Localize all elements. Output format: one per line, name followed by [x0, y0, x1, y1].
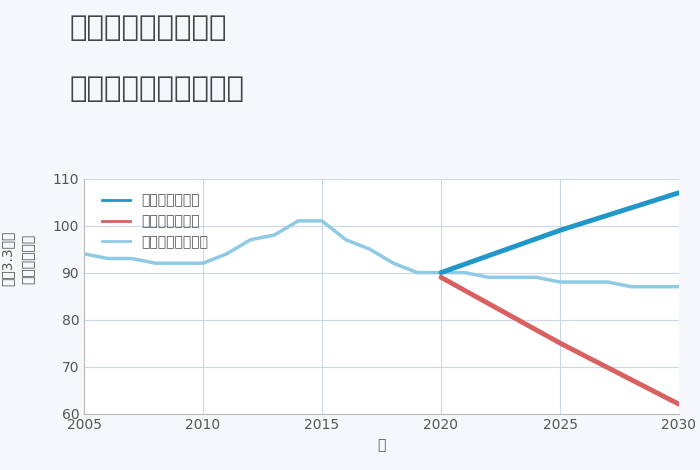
Text: 坪（3.3㎡）: 坪（3.3㎡） — [0, 231, 14, 286]
X-axis label: 年: 年 — [377, 438, 386, 452]
Text: 中古戸建ての価格推移: 中古戸建ての価格推移 — [70, 75, 245, 103]
Text: 単価（万円）: 単価（万円） — [21, 234, 35, 283]
Legend: グッドシナリオ, バッドシナリオ, ノーマルシナリオ: グッドシナリオ, バッドシナリオ, ノーマルシナリオ — [97, 188, 214, 255]
Text: 千葉県市原市千種の: 千葉県市原市千種の — [70, 14, 228, 42]
